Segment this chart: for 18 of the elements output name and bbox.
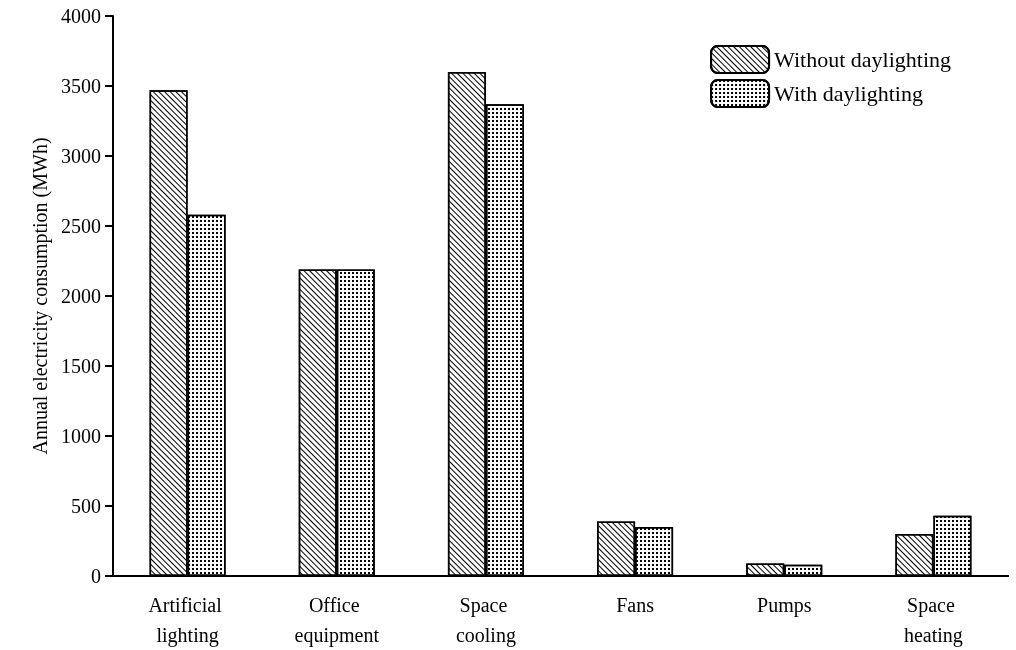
y-tick-label: 3000 xyxy=(61,145,101,167)
y-tick-label: 1500 xyxy=(61,355,101,377)
y-tick-label: 2500 xyxy=(61,215,101,237)
legend-label: With daylighting xyxy=(774,81,923,106)
legend-label: Without daylighting xyxy=(774,47,951,72)
x-tick-label: Fans xyxy=(616,594,655,616)
y-tick-label: 1000 xyxy=(61,425,101,447)
y-axis-title: Annual electricity consumption (MWh) xyxy=(29,137,53,455)
y-tick-label: 2000 xyxy=(61,285,101,307)
y-tick-label: 4000 xyxy=(61,5,101,27)
x-tick-label: Office equipment xyxy=(294,594,380,647)
y-tick-label: 0 xyxy=(91,565,101,587)
x-tick-label: Artificial lighting xyxy=(148,594,227,647)
y-tick-label: 3500 xyxy=(61,75,101,97)
y-tick-label: 500 xyxy=(71,495,101,517)
x-tick-label: Pumps xyxy=(757,594,812,617)
x-tick-label: Space heating xyxy=(903,594,963,647)
x-tick-label: Space cooling xyxy=(455,594,516,647)
